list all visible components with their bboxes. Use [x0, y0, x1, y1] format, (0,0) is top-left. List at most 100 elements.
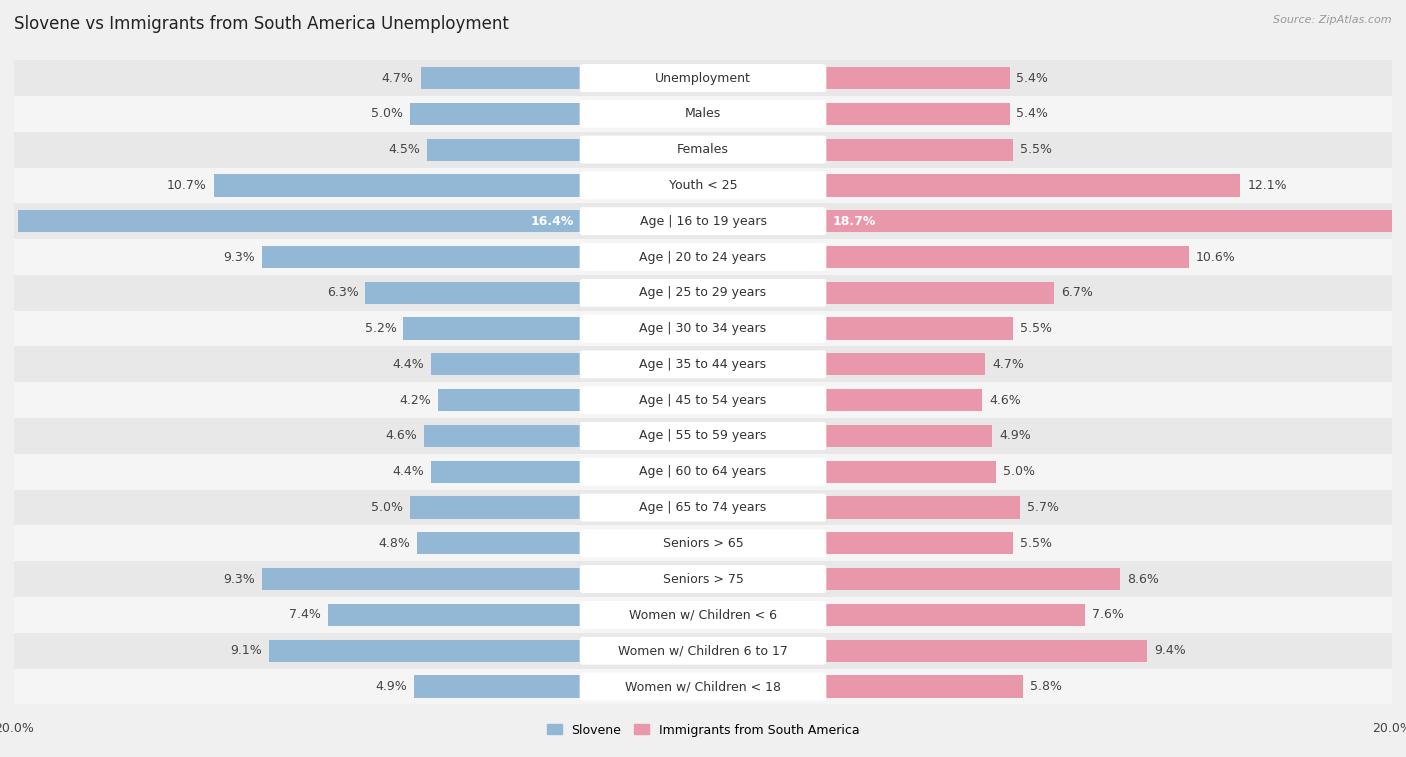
Bar	[14, 597, 1392, 633]
Text: 5.2%: 5.2%	[364, 322, 396, 335]
Text: 5.0%: 5.0%	[1002, 466, 1035, 478]
Bar	[14, 347, 1392, 382]
Bar	[430, 354, 582, 375]
Bar	[14, 525, 1392, 561]
Text: 4.4%: 4.4%	[392, 358, 425, 371]
Bar	[14, 60, 1392, 96]
FancyBboxPatch shape	[579, 64, 827, 92]
Bar	[824, 246, 1188, 268]
Text: 4.2%: 4.2%	[399, 394, 430, 407]
Bar	[14, 490, 1392, 525]
Text: 4.6%: 4.6%	[988, 394, 1021, 407]
Bar	[824, 139, 1012, 160]
FancyBboxPatch shape	[579, 422, 827, 450]
Bar	[413, 675, 582, 698]
Text: Seniors > 75: Seniors > 75	[662, 572, 744, 586]
Text: 10.6%: 10.6%	[1195, 251, 1236, 263]
Text: 5.7%: 5.7%	[1026, 501, 1059, 514]
Legend: Slovene, Immigrants from South America: Slovene, Immigrants from South America	[541, 718, 865, 742]
Bar	[420, 67, 582, 89]
Text: 9.3%: 9.3%	[224, 572, 256, 586]
Text: Age | 65 to 74 years: Age | 65 to 74 years	[640, 501, 766, 514]
Bar	[328, 604, 582, 626]
Text: 5.5%: 5.5%	[1019, 322, 1052, 335]
Bar	[14, 239, 1392, 275]
Bar	[824, 568, 1119, 590]
Text: Women w/ Children < 18: Women w/ Children < 18	[626, 680, 780, 693]
Bar	[425, 425, 582, 447]
Text: Males: Males	[685, 107, 721, 120]
Bar	[824, 640, 1147, 662]
Bar	[366, 282, 582, 304]
Bar	[824, 282, 1054, 304]
Bar	[214, 174, 582, 197]
Text: 5.5%: 5.5%	[1019, 537, 1052, 550]
Text: 4.7%: 4.7%	[993, 358, 1024, 371]
Text: Source: ZipAtlas.com: Source: ZipAtlas.com	[1274, 15, 1392, 25]
Text: 4.7%: 4.7%	[382, 72, 413, 85]
Text: 4.9%: 4.9%	[375, 680, 406, 693]
Text: Age | 20 to 24 years: Age | 20 to 24 years	[640, 251, 766, 263]
Text: 8.6%: 8.6%	[1126, 572, 1159, 586]
Bar	[14, 204, 1392, 239]
Bar	[411, 497, 582, 519]
Text: 4.5%: 4.5%	[388, 143, 420, 156]
FancyBboxPatch shape	[579, 637, 827, 665]
Text: 5.4%: 5.4%	[1017, 72, 1049, 85]
FancyBboxPatch shape	[579, 494, 827, 522]
FancyBboxPatch shape	[579, 279, 827, 307]
FancyBboxPatch shape	[579, 458, 827, 486]
Text: Slovene vs Immigrants from South America Unemployment: Slovene vs Immigrants from South America…	[14, 15, 509, 33]
Bar	[14, 96, 1392, 132]
Bar	[14, 132, 1392, 167]
Bar	[824, 210, 1406, 232]
Bar	[824, 532, 1012, 554]
Text: 5.5%: 5.5%	[1019, 143, 1052, 156]
Text: 9.1%: 9.1%	[231, 644, 262, 657]
FancyBboxPatch shape	[579, 529, 827, 557]
Bar	[824, 174, 1240, 197]
Bar	[824, 497, 1019, 519]
Text: Age | 45 to 54 years: Age | 45 to 54 years	[640, 394, 766, 407]
Bar	[427, 139, 582, 160]
Bar	[14, 633, 1392, 668]
Text: Youth < 25: Youth < 25	[669, 179, 737, 192]
FancyBboxPatch shape	[579, 243, 827, 271]
Text: Age | 60 to 64 years: Age | 60 to 64 years	[640, 466, 766, 478]
Bar	[411, 103, 582, 125]
Text: Women w/ Children < 6: Women w/ Children < 6	[628, 609, 778, 621]
Text: 18.7%: 18.7%	[832, 215, 876, 228]
Bar	[418, 532, 582, 554]
Bar	[824, 103, 1010, 125]
Text: Age | 35 to 44 years: Age | 35 to 44 years	[640, 358, 766, 371]
Text: Age | 30 to 34 years: Age | 30 to 34 years	[640, 322, 766, 335]
Bar	[14, 382, 1392, 418]
Text: Age | 55 to 59 years: Age | 55 to 59 years	[640, 429, 766, 443]
Bar	[14, 418, 1392, 454]
Bar	[14, 275, 1392, 310]
Bar	[824, 604, 1085, 626]
Bar	[14, 561, 1392, 597]
Text: 5.0%: 5.0%	[371, 501, 404, 514]
Bar	[824, 461, 995, 483]
Bar	[14, 668, 1392, 705]
Text: 5.0%: 5.0%	[371, 107, 404, 120]
Text: 7.6%: 7.6%	[1092, 609, 1125, 621]
Text: 12.1%: 12.1%	[1247, 179, 1286, 192]
Text: 9.3%: 9.3%	[224, 251, 256, 263]
Text: 16.4%: 16.4%	[530, 215, 574, 228]
Text: 5.8%: 5.8%	[1031, 680, 1063, 693]
Bar	[824, 67, 1010, 89]
Text: 10.7%: 10.7%	[167, 179, 207, 192]
Bar	[437, 389, 582, 411]
Bar	[14, 310, 1392, 347]
FancyBboxPatch shape	[579, 100, 827, 128]
Text: Age | 16 to 19 years: Age | 16 to 19 years	[640, 215, 766, 228]
Text: Seniors > 65: Seniors > 65	[662, 537, 744, 550]
Text: 4.8%: 4.8%	[378, 537, 411, 550]
Bar	[14, 167, 1392, 204]
FancyBboxPatch shape	[579, 672, 827, 700]
FancyBboxPatch shape	[579, 172, 827, 199]
Bar	[17, 210, 582, 232]
Text: 9.4%: 9.4%	[1154, 644, 1187, 657]
